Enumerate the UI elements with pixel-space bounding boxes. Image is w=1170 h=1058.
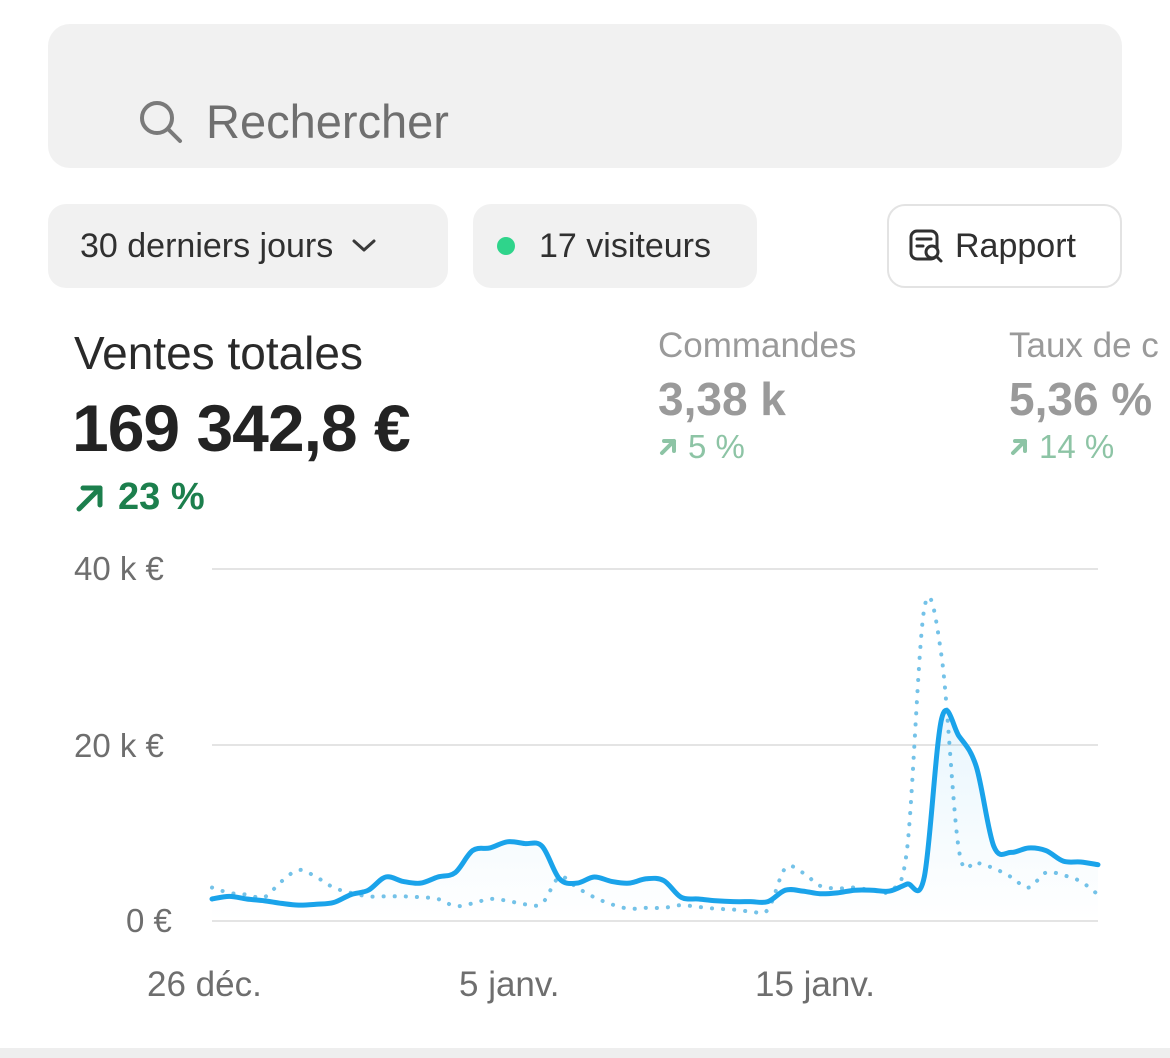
date-range-dropdown[interactable]: 30 derniers jours bbox=[48, 204, 448, 288]
report-label: Rapport bbox=[955, 226, 1076, 265]
visitors-label: 17 visiteurs bbox=[539, 226, 711, 265]
live-status-dot-icon bbox=[497, 237, 515, 255]
y-axis-tick: 40 k € bbox=[74, 550, 164, 587]
conversion-rate-change-value: 14 % bbox=[1039, 428, 1115, 465]
x-axis-tick: 5 janv. bbox=[459, 965, 560, 1004]
search-input[interactable]: Rechercher bbox=[48, 24, 1122, 168]
orders-change: 5 % bbox=[658, 428, 745, 466]
search-icon bbox=[140, 101, 182, 143]
total-sales-title: Ventes totales bbox=[74, 327, 363, 379]
total-sales-change-value: 23 % bbox=[118, 476, 205, 518]
y-axis-tick: 0 € bbox=[126, 902, 172, 939]
orders-change-value: 5 % bbox=[688, 428, 745, 465]
conversion-rate-change: 14 % bbox=[1009, 428, 1114, 466]
bottom-divider bbox=[0, 1048, 1170, 1058]
x-axis-tick: 26 déc. bbox=[147, 965, 262, 1004]
y-axis-tick: 20 k € bbox=[74, 727, 164, 764]
live-visitors-button[interactable]: 17 visiteurs bbox=[473, 204, 757, 288]
conversion-rate-title: Taux de c bbox=[1009, 326, 1159, 365]
report-search-icon bbox=[909, 229, 943, 263]
report-button[interactable]: Rapport bbox=[887, 204, 1122, 288]
search-placeholder: Rechercher bbox=[206, 95, 449, 148]
total-sales-change: 23 % bbox=[74, 476, 205, 519]
date-range-label: 30 derniers jours bbox=[80, 226, 334, 265]
conversion-rate-value: 5,36 % bbox=[1009, 373, 1153, 425]
arrow-up-right-icon bbox=[1011, 439, 1027, 455]
arrow-up-right-icon bbox=[76, 485, 103, 511]
orders-value: 3,38 k bbox=[658, 373, 786, 425]
series-line-current-period bbox=[209, 707, 1101, 908]
chevron-down-icon bbox=[352, 239, 376, 252]
total-sales-value: 169 342,8 € bbox=[72, 391, 411, 465]
arrow-up-right-icon bbox=[660, 439, 676, 455]
orders-title: Commandes bbox=[658, 326, 857, 365]
x-axis-tick: 15 janv. bbox=[755, 965, 875, 1004]
